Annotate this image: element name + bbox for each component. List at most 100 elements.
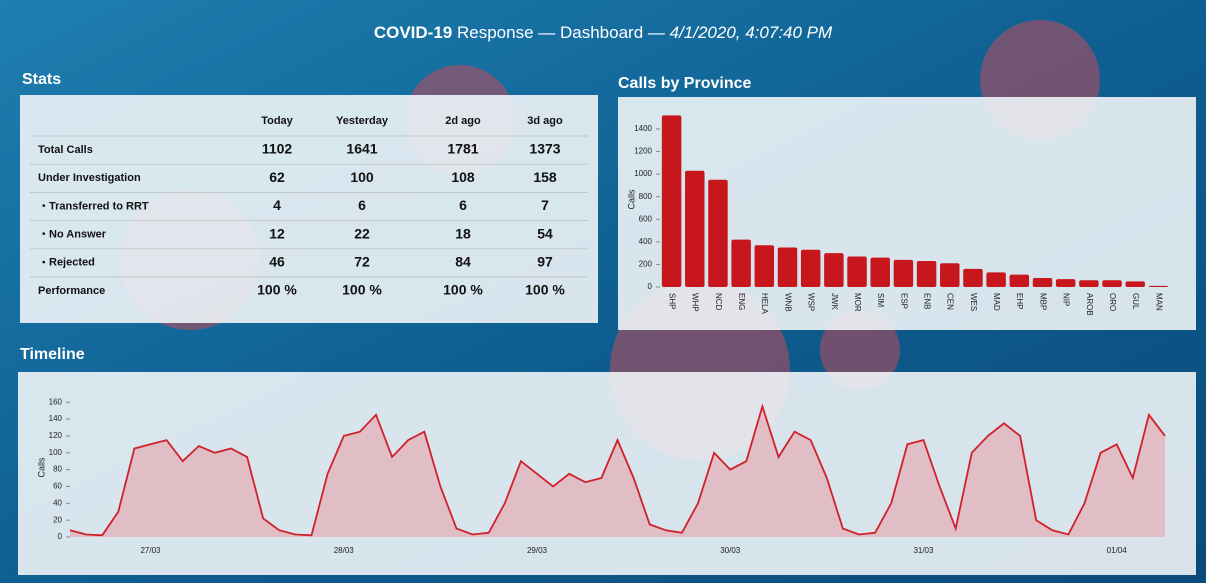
section-title: Timeline bbox=[20, 346, 85, 363]
y-tick-label: 600 bbox=[639, 214, 653, 223]
row-label: Transferred to RRT bbox=[49, 200, 149, 212]
cell-value: 100 % bbox=[257, 282, 297, 298]
bar bbox=[824, 253, 843, 287]
x-tick-label: AROB bbox=[1085, 293, 1094, 316]
cell-value: 7 bbox=[541, 197, 549, 213]
section-title: Stats bbox=[22, 71, 61, 88]
cell-value: 100 % bbox=[342, 282, 382, 298]
bar bbox=[986, 272, 1005, 287]
bar bbox=[1102, 280, 1121, 287]
y-tick-label: 1000 bbox=[634, 169, 652, 178]
y-tick-label: 1200 bbox=[634, 147, 652, 156]
section-title: Calls by Province bbox=[618, 75, 751, 92]
y-tick-label: 400 bbox=[639, 237, 653, 246]
x-tick-label: CEN bbox=[946, 293, 955, 310]
cell-value: 97 bbox=[537, 254, 553, 270]
cell-value: 100 % bbox=[443, 282, 483, 298]
cell-value: 1373 bbox=[529, 141, 560, 157]
cell-value: 72 bbox=[354, 254, 370, 270]
bar bbox=[1010, 275, 1029, 287]
x-tick-label: MOR bbox=[853, 293, 862, 312]
x-tick-label: WNB bbox=[783, 293, 792, 312]
column-header: Yesterday bbox=[336, 115, 389, 127]
x-tick-label: 29/03 bbox=[527, 546, 548, 555]
x-tick-label: SHP bbox=[667, 293, 676, 309]
x-tick-label: WHP bbox=[691, 293, 700, 312]
x-tick-label: WSP bbox=[807, 293, 816, 311]
y-tick-label: 100 bbox=[49, 448, 63, 457]
cell-value: 108 bbox=[451, 169, 475, 185]
x-tick-label: GUL bbox=[1131, 293, 1140, 310]
row-label: Rejected bbox=[49, 257, 95, 269]
y-tick-label: 20 bbox=[53, 515, 62, 524]
x-tick-label: 31/03 bbox=[913, 546, 934, 555]
y-tick-label: 1400 bbox=[634, 124, 652, 133]
cell-value: 4 bbox=[273, 197, 281, 213]
x-tick-label: 30/03 bbox=[720, 546, 741, 555]
column-header: 2d ago bbox=[445, 115, 481, 127]
bullet: • bbox=[42, 229, 46, 240]
row-label: Under Investigation bbox=[38, 172, 141, 184]
bar bbox=[917, 261, 936, 287]
cell-value: 12 bbox=[269, 225, 285, 241]
x-tick-label: HELA bbox=[760, 293, 769, 315]
bullet: • bbox=[42, 201, 46, 212]
header-timestamp: 4/1/2020, 4:07:40 PM bbox=[670, 23, 833, 42]
cell-value: 1641 bbox=[346, 141, 377, 157]
x-tick-label: SIM bbox=[876, 293, 885, 308]
header-subtitle: Response — Dashboard — bbox=[457, 23, 665, 42]
x-tick-label: ENB bbox=[922, 293, 931, 309]
y-tick-label: 0 bbox=[648, 282, 653, 291]
y-tick-label: 80 bbox=[53, 465, 62, 474]
x-tick-label: EHP bbox=[1015, 293, 1024, 309]
x-tick-label: WES bbox=[969, 293, 978, 311]
cell-value: 62 bbox=[269, 169, 285, 185]
bar bbox=[1056, 279, 1075, 287]
row-label: Performance bbox=[38, 285, 105, 297]
bar bbox=[1033, 278, 1052, 287]
bar bbox=[778, 247, 797, 287]
y-axis-label: Calls bbox=[626, 189, 636, 210]
cell-value: 1102 bbox=[262, 141, 293, 157]
bar bbox=[940, 263, 959, 287]
bar bbox=[894, 260, 913, 287]
bar bbox=[847, 257, 866, 287]
bar bbox=[1149, 286, 1168, 287]
y-tick-label: 120 bbox=[49, 431, 63, 440]
bar bbox=[1079, 280, 1098, 287]
x-tick-label: MAD bbox=[992, 293, 1001, 311]
x-tick-label: ESP bbox=[899, 293, 908, 309]
y-tick-label: 40 bbox=[53, 498, 62, 507]
x-tick-label: NCD bbox=[714, 293, 723, 311]
bar bbox=[870, 258, 889, 287]
header-brand: COVID-19 bbox=[374, 23, 452, 42]
row-label: Total Calls bbox=[38, 144, 93, 156]
column-header: 3d ago bbox=[527, 115, 563, 127]
bar bbox=[801, 250, 820, 287]
x-tick-label: 28/03 bbox=[334, 546, 355, 555]
y-tick-label: 160 bbox=[49, 397, 63, 406]
bar bbox=[1125, 281, 1144, 287]
page: {"header": {"parts": ["COVID-19", "Respo… bbox=[0, 0, 1206, 583]
bar bbox=[708, 180, 727, 287]
cell-value: 1781 bbox=[447, 141, 478, 157]
y-tick-label: 200 bbox=[639, 260, 653, 269]
y-axis-label: Calls bbox=[36, 457, 46, 478]
cell-value: 100 % bbox=[525, 282, 565, 298]
bar bbox=[755, 245, 774, 287]
x-tick-label: ENG bbox=[737, 293, 746, 310]
cell-value: 46 bbox=[269, 254, 285, 270]
row-label: No Answer bbox=[49, 229, 107, 241]
cell-value: 84 bbox=[455, 254, 471, 270]
column-header: Today bbox=[261, 115, 293, 127]
y-tick-label: 0 bbox=[58, 532, 63, 541]
x-tick-label: MBP bbox=[1038, 293, 1047, 310]
x-tick-label: 01/04 bbox=[1107, 546, 1128, 555]
cell-value: 18 bbox=[455, 225, 471, 241]
cell-value: 6 bbox=[358, 197, 366, 213]
y-tick-label: 60 bbox=[53, 482, 62, 491]
cell-value: 22 bbox=[354, 225, 370, 241]
x-tick-label: NIP bbox=[1062, 293, 1071, 306]
bullet: • bbox=[42, 257, 46, 268]
y-tick-label: 140 bbox=[49, 414, 63, 423]
